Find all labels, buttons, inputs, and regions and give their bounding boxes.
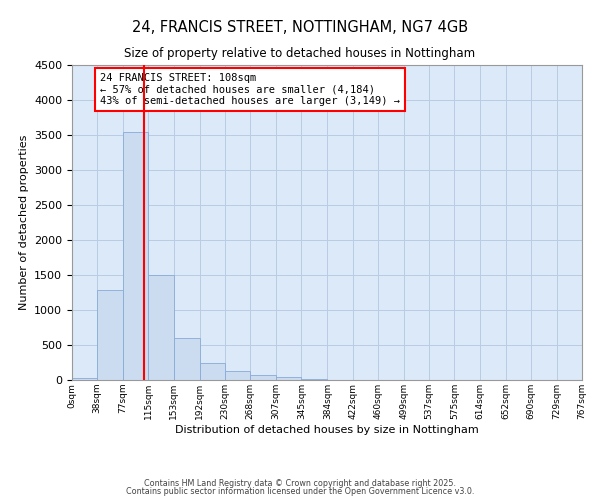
Bar <box>225 371 250 380</box>
Text: 24 FRANCIS STREET: 108sqm
← 57% of detached houses are smaller (4,184)
43% of se: 24 FRANCIS STREET: 108sqm ← 57% of detac… <box>100 73 400 106</box>
X-axis label: Distribution of detached houses by size in Nottingham: Distribution of detached houses by size … <box>175 424 479 434</box>
Text: Contains public sector information licensed under the Open Government Licence v3: Contains public sector information licen… <box>126 487 474 496</box>
Bar <box>148 275 174 380</box>
Text: 24, FRANCIS STREET, NOTTINGHAM, NG7 4GB: 24, FRANCIS STREET, NOTTINGHAM, NG7 4GB <box>132 20 468 35</box>
Bar <box>72 378 97 380</box>
Bar <box>200 363 225 380</box>
Bar <box>250 375 276 380</box>
Text: Contains HM Land Registry data © Crown copyright and database right 2025.: Contains HM Land Registry data © Crown c… <box>144 478 456 488</box>
Bar <box>123 132 148 380</box>
Bar <box>276 377 301 380</box>
Y-axis label: Number of detached properties: Number of detached properties <box>19 135 29 310</box>
Bar <box>174 338 200 380</box>
Text: Size of property relative to detached houses in Nottingham: Size of property relative to detached ho… <box>124 48 476 60</box>
Bar <box>97 290 123 380</box>
